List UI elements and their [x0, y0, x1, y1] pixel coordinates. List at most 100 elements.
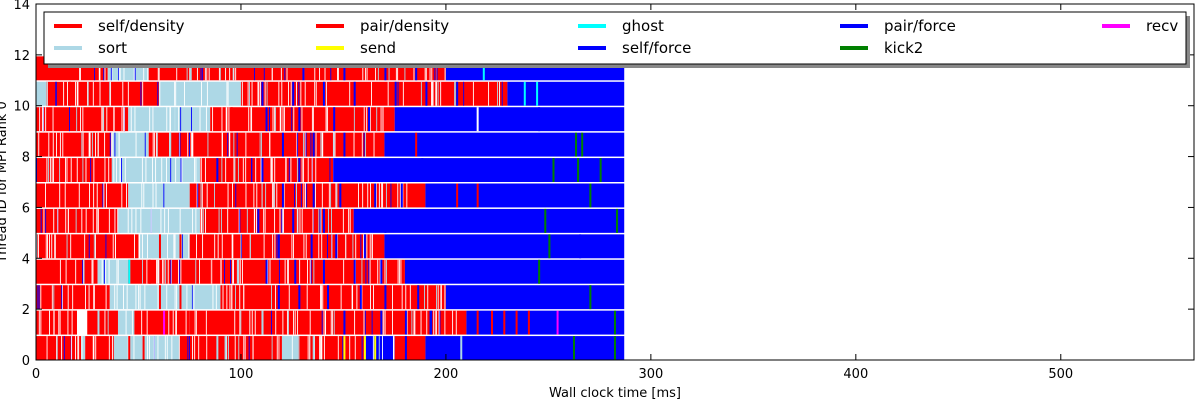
- task-sliver: [329, 158, 331, 182]
- task-sliver: [134, 234, 135, 259]
- task-sliver: [270, 310, 272, 335]
- task-event: [482, 56, 485, 81]
- task-sliver: [75, 208, 77, 233]
- task-sliver: [269, 107, 270, 132]
- task-sliver: [52, 107, 54, 132]
- task-sliver: [279, 208, 281, 233]
- task-sliver: [275, 310, 277, 335]
- task-sliver: [211, 259, 213, 284]
- task-sliver: [111, 132, 113, 157]
- task-sliver: [290, 81, 292, 106]
- task-sliver: [253, 56, 255, 81]
- task-sliver: [138, 285, 140, 310]
- task-sliver: [303, 158, 305, 182]
- task-sliver: [225, 107, 227, 132]
- task-sliver: [83, 336, 84, 360]
- task-sliver: [440, 285, 442, 310]
- task-sliver: [309, 310, 311, 335]
- task-bar: [117, 208, 200, 233]
- task-sliver: [150, 208, 152, 233]
- task-sliver: [225, 158, 227, 182]
- task-event: [265, 259, 268, 284]
- task-sliver: [433, 310, 435, 335]
- task-sliver: [435, 310, 437, 335]
- task-event: [158, 285, 161, 310]
- task-sliver: [424, 285, 425, 310]
- task-sliver: [133, 285, 135, 310]
- task-sliver: [81, 336, 83, 360]
- task-sliver: [131, 208, 133, 233]
- task-sliver: [53, 310, 55, 335]
- task-sliver: [263, 234, 265, 259]
- task-sliver: [108, 259, 110, 284]
- task-bar: [425, 336, 625, 360]
- legend: self/density sort pair/density send ghost sel…: [43, 11, 1190, 68]
- task-sliver: [75, 259, 77, 284]
- task-sliver: [205, 107, 207, 132]
- task-sliver: [70, 234, 72, 259]
- task-sliver: [406, 183, 408, 208]
- task-sliver: [62, 285, 63, 310]
- task-sliver: [286, 310, 288, 335]
- task-sliver: [62, 132, 64, 157]
- task-sliver: [110, 56, 112, 81]
- task-sliver: [397, 56, 399, 81]
- task-sliver: [263, 56, 265, 81]
- task-sliver: [114, 208, 116, 233]
- task-sliver: [159, 81, 161, 106]
- task-event: [429, 310, 432, 335]
- task-bar: [109, 285, 221, 310]
- task-sliver: [155, 158, 157, 182]
- task-sliver: [294, 310, 296, 335]
- task-sliver: [119, 56, 121, 81]
- task-sliver: [141, 234, 143, 259]
- task-sliver: [233, 56, 235, 81]
- task-sliver: [315, 81, 317, 106]
- task-sliver: [363, 310, 365, 335]
- task-sliver: [287, 259, 289, 284]
- task-event: [572, 336, 575, 360]
- task-sliver: [139, 234, 141, 259]
- task-sliver: [353, 107, 355, 132]
- task-event: [312, 183, 315, 208]
- task-sliver: [146, 259, 148, 284]
- task-event: [97, 310, 100, 335]
- task-sliver: [296, 158, 298, 182]
- task-sliver: [283, 208, 284, 233]
- task-sliver: [269, 132, 271, 157]
- task-sliver: [123, 107, 125, 132]
- task-event: [128, 336, 131, 360]
- task-sliver: [361, 259, 363, 284]
- task-sliver: [303, 183, 305, 208]
- task-sliver: [240, 234, 242, 259]
- task-event: [577, 158, 580, 182]
- task-sliver: [392, 336, 394, 360]
- task-sliver: [55, 81, 57, 106]
- task-sliver: [78, 183, 80, 208]
- task-sliver: [164, 208, 166, 233]
- task-sliver: [71, 310, 73, 335]
- task-sliver: [413, 56, 415, 81]
- task-sliver: [429, 56, 431, 81]
- task-sliver: [111, 336, 113, 360]
- task-sliver: [297, 310, 299, 335]
- task-sliver: [377, 56, 379, 81]
- task-sliver: [49, 234, 50, 259]
- task-sliver: [400, 259, 402, 284]
- x-tick-label: 0: [32, 367, 40, 382]
- task-sliver: [281, 208, 283, 233]
- task-sliver: [383, 310, 385, 335]
- task-sliver: [189, 56, 191, 81]
- task-sliver: [189, 132, 190, 157]
- task-sliver: [232, 259, 234, 284]
- task-sliver: [351, 285, 353, 310]
- task-sliver: [175, 158, 177, 182]
- task-event: [359, 285, 362, 310]
- task-sliver: [301, 208, 303, 233]
- task-sliver: [348, 208, 350, 233]
- task-sliver: [187, 336, 189, 360]
- task-sliver: [104, 158, 106, 182]
- task-sliver: [75, 81, 77, 106]
- task-sliver: [436, 56, 438, 81]
- task-event: [68, 81, 71, 106]
